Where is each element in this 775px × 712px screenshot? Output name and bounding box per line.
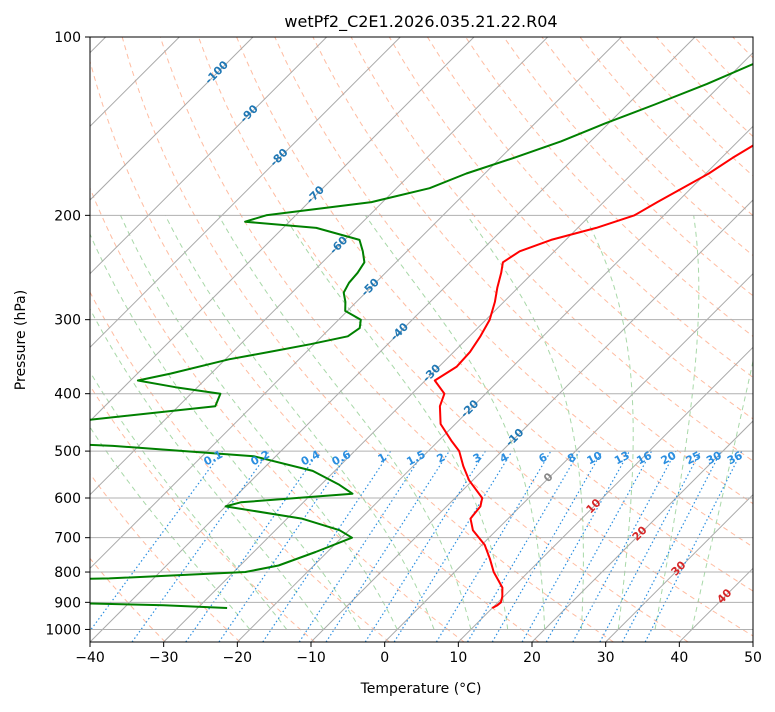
isotherm-line [164,37,769,642]
dry-adiabat [351,37,775,642]
y-tick-label: 600 [54,491,81,507]
pressure-grid [90,37,753,629]
dry-adiabat [656,37,775,642]
profile-lines [0,37,775,608]
background-lines [0,37,775,642]
moist-adiabat [584,215,633,629]
x-axis-label: Temperature (°C) [360,681,482,697]
chart-title: wetPf2_C2E1.2026.035.21.22.R04 [284,12,557,32]
x-tick-label: 50 [744,650,762,666]
x-tick-label: 10 [449,650,467,666]
mixing-ratio-line [600,451,701,642]
mixing-ratio-label: 1 [376,451,389,466]
x-tick-label: −10 [296,650,326,666]
dry-adiabat [389,37,775,642]
mixing-ratio-line [546,451,651,642]
moist-adiabat [219,215,471,629]
x-tick-label: 30 [597,650,615,666]
mixing-ratio-line [365,451,485,642]
isotherm-label: -20 [458,397,481,420]
moist-adiabat [165,215,434,629]
mixing-ratio-line [82,451,223,642]
isotherm-line [0,37,400,642]
y-tick-label: 400 [54,387,81,403]
dry-adiabat [695,37,775,642]
moist-adiabat [0,215,250,629]
moist-adiabat [82,215,361,629]
isotherm-line [0,37,474,642]
dry-adiabat [466,37,775,642]
isotherm-line [606,37,775,642]
mixing-ratio-line [645,451,742,642]
dry-adiabat [771,37,775,642]
mixing-ratio-line [622,451,721,642]
y-tick-label: 200 [54,208,81,224]
dry-adiabat [0,37,315,642]
isotherm-line [753,37,775,642]
isotherm-label: 20 [630,523,650,543]
y-tick-label: 500 [54,444,81,460]
mixing-ratio-label: 3 [471,451,484,466]
dry-adiabat [275,37,775,642]
isotherm-line [679,37,775,642]
y-tick-label: 800 [54,565,81,581]
isotherm-line [0,37,327,642]
isotherm-label: -50 [359,276,382,299]
dry-adiabat [160,37,688,642]
moist-adiabat [467,215,583,629]
dry-adiabat [0,37,240,642]
dry-adiabat [542,37,775,642]
moist-adiabat [692,215,775,629]
dry-adiabat [427,37,775,642]
x-tick-label: −30 [149,650,179,666]
mixing-ratio-label: 2 [435,451,448,466]
x-tick-label: −40 [75,650,105,666]
y-axis-label: Pressure (hPa) [13,290,29,390]
y-tick-label: 1000 [45,622,81,638]
x-tick-label: −20 [223,650,253,666]
moist-adiabat [284,215,508,629]
x-tick-label: 0 [380,650,389,666]
mixing-ratio-line [326,451,449,642]
y-tick-label: 900 [54,595,81,611]
mixing-ratio-label: 6 [537,450,550,465]
mixing-ratio-label: 8 [565,451,578,466]
isotherm-line [532,37,775,642]
dry-adiabat [733,37,775,642]
y-tick-label: 100 [54,30,81,46]
dewpoint-line [0,37,775,608]
isotherm-label: -70 [304,183,327,206]
mixing-ratio-label: 4 [498,450,511,465]
isotherm-line [311,37,775,642]
x-tick-label: 40 [670,650,688,666]
y-tick-label: 300 [54,313,81,329]
mixing-ratio-line [573,451,676,642]
isotherm-line [385,37,775,642]
y-tick-label: 700 [54,531,81,547]
isotherm-label: 0 [541,470,556,485]
isotherm-line [0,37,253,642]
x-tick-label: 20 [523,650,541,666]
isotherm-label: -30 [420,361,443,384]
